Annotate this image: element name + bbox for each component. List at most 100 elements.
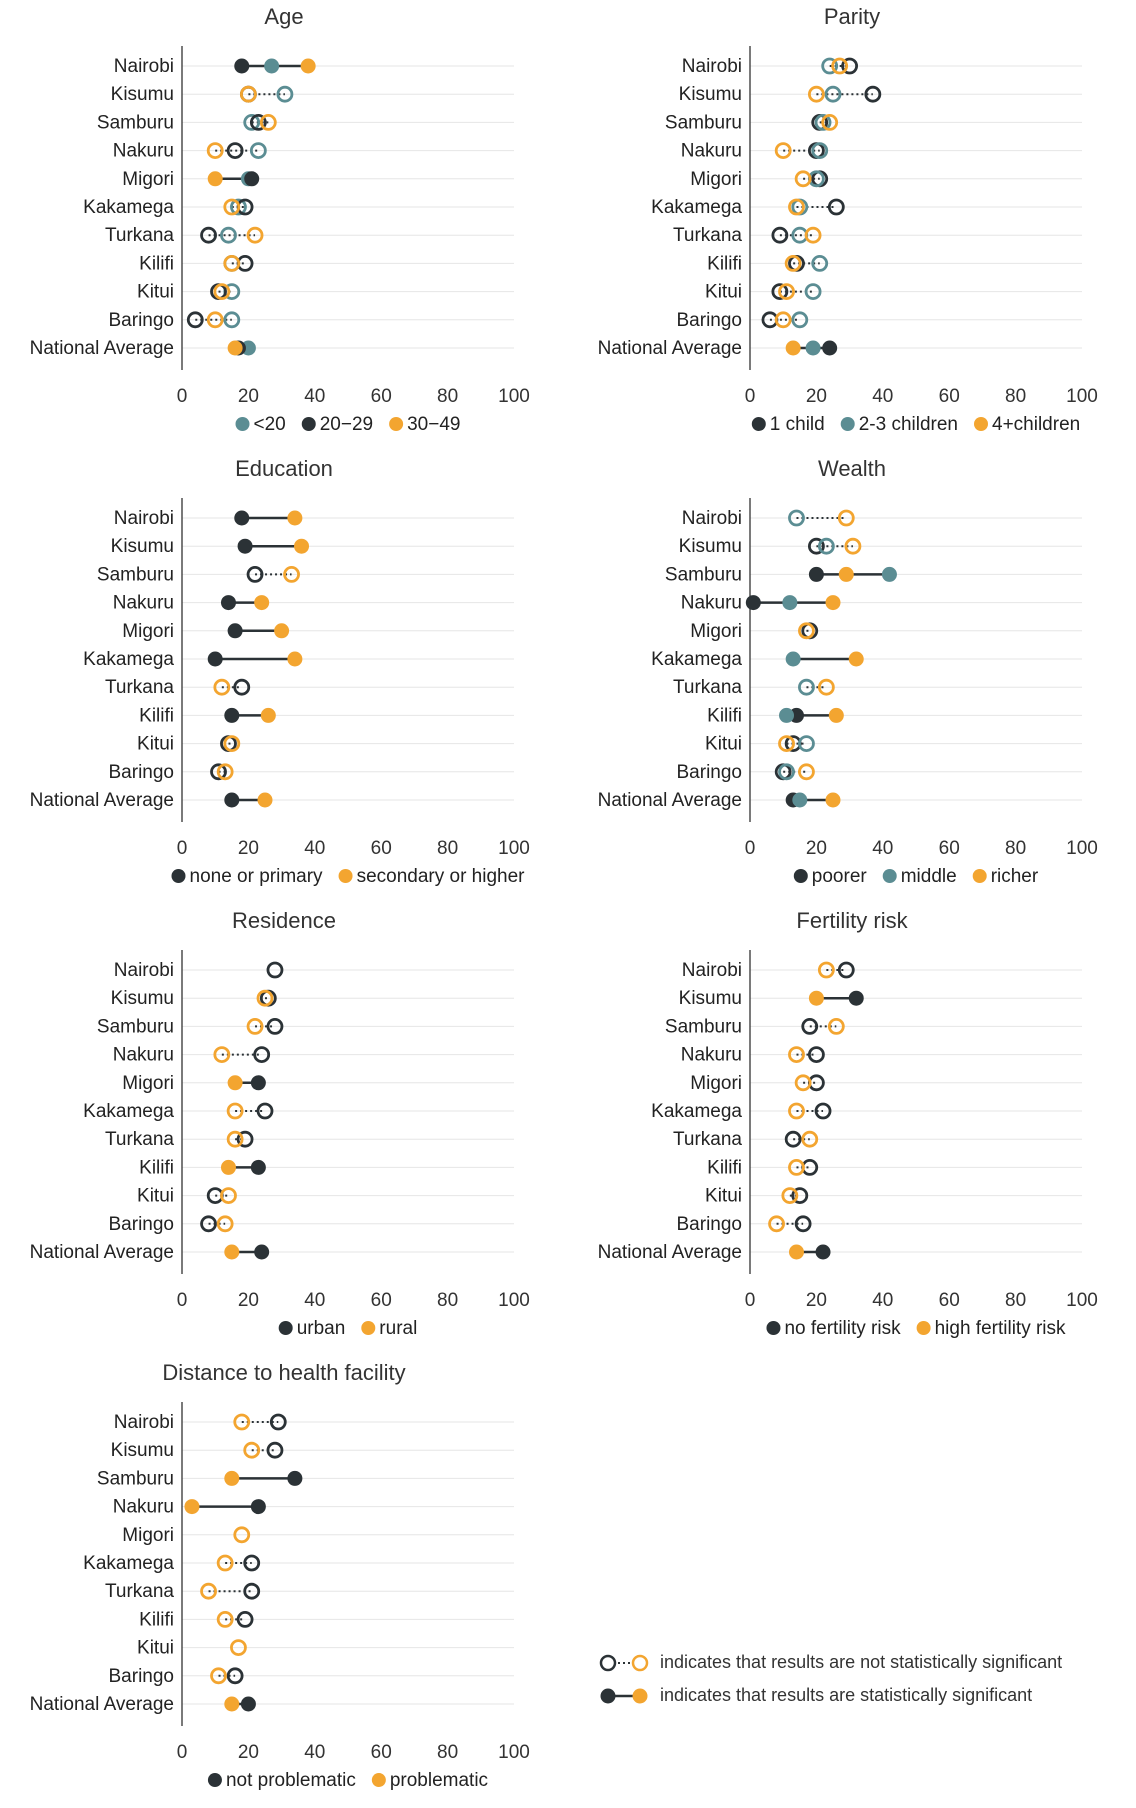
data-point xyxy=(785,340,801,356)
x-tick-label: 80 xyxy=(437,1742,458,1763)
data-point xyxy=(837,961,855,979)
chart-title: Education xyxy=(235,456,333,481)
data-point xyxy=(811,254,829,272)
category-label: Kilifi xyxy=(139,253,174,274)
category-label: Kilifi xyxy=(139,1157,174,1178)
data-point xyxy=(814,114,832,131)
legend-swatch xyxy=(278,1321,293,1335)
data-point xyxy=(779,707,795,723)
legend-swatch xyxy=(361,1321,376,1335)
significance-legend: indicates that results are not statistic… xyxy=(598,1646,1128,1712)
data-point xyxy=(794,1215,812,1233)
data-point xyxy=(249,114,267,131)
category-label: Kitui xyxy=(705,1186,742,1207)
data-point xyxy=(224,1244,240,1260)
x-tick-label: 100 xyxy=(498,1742,530,1763)
category-label: Kilifi xyxy=(139,705,174,726)
data-point xyxy=(213,283,231,301)
category-label: Migori xyxy=(122,169,174,190)
category-label: Kitui xyxy=(137,1638,174,1659)
data-point xyxy=(822,340,838,356)
data-point xyxy=(239,85,257,103)
data-point xyxy=(798,735,815,753)
x-tick-label: 0 xyxy=(177,1742,188,1763)
x-tick-label: 20 xyxy=(238,1742,259,1763)
x-tick-label: 20 xyxy=(238,1290,259,1311)
data-point xyxy=(240,1696,256,1712)
category-label: Samburu xyxy=(665,112,742,133)
legend: 1 child 2-3 children 4+children xyxy=(751,414,1080,435)
fertility-risk-plot: 0 20 40 60 80 100 Nairobi Kisumu Samburu Nakuru Mi… xyxy=(598,950,1098,1339)
data-point xyxy=(227,340,243,356)
data-point xyxy=(269,1413,287,1431)
data-point xyxy=(274,623,290,639)
category-label: Turkana xyxy=(673,1129,742,1150)
residence-chart: Residence 0 20 40 60 80 100 Nairobi Kisumu Sambu… xyxy=(0,904,568,1356)
data-point xyxy=(791,311,809,329)
x-tick-label: 40 xyxy=(872,1290,893,1311)
data-point xyxy=(220,1159,236,1175)
x-tick-label: 0 xyxy=(745,838,756,859)
data-point xyxy=(266,1018,284,1035)
category-label: Kilifi xyxy=(139,1609,174,1630)
category-label: Kilifi xyxy=(707,253,742,274)
data-point xyxy=(253,1046,271,1064)
data-point xyxy=(817,961,835,979)
data-point xyxy=(825,792,841,808)
x-tick-label: 40 xyxy=(304,1290,325,1311)
data-point xyxy=(224,1470,240,1486)
data-point xyxy=(788,1244,804,1260)
category-label: Nairobi xyxy=(114,960,174,981)
category-label: Baringo xyxy=(109,1666,175,1687)
x-tick-label: 100 xyxy=(498,838,530,859)
category-label: Nairobi xyxy=(682,56,742,77)
x-tick-label: 60 xyxy=(939,1290,960,1311)
data-point xyxy=(881,566,897,582)
data-point xyxy=(256,989,274,1007)
legend-row-not-significant: indicates that results are not statistic… xyxy=(598,1646,1128,1679)
category-label: Turkana xyxy=(673,677,742,698)
data-point xyxy=(216,1554,234,1572)
data-point xyxy=(256,1102,274,1120)
data-point xyxy=(250,1075,266,1091)
x-tick-label: 20 xyxy=(238,838,259,859)
data-point xyxy=(184,1499,200,1515)
data-point xyxy=(287,510,303,526)
data-point xyxy=(827,198,845,216)
data-point xyxy=(257,792,273,808)
data-point xyxy=(805,340,821,356)
data-point xyxy=(784,254,802,272)
category-label: National Average xyxy=(598,1242,742,1263)
legend-label: urban xyxy=(297,1318,346,1339)
data-point xyxy=(788,1102,805,1120)
data-point xyxy=(827,1018,845,1035)
data-point xyxy=(768,1215,785,1233)
category-label: Nairobi xyxy=(114,508,174,529)
category-label: Kakamega xyxy=(651,197,742,218)
data-point xyxy=(230,1639,247,1657)
category-label: Turkana xyxy=(673,225,742,246)
category-label: Kisumu xyxy=(111,1440,174,1461)
category-label: Baringo xyxy=(677,1214,743,1235)
category-label: National Average xyxy=(598,790,742,811)
legend-swatch xyxy=(974,417,988,431)
category-label: Kakamega xyxy=(83,1101,174,1122)
category-label: Kitui xyxy=(137,1186,174,1207)
data-point xyxy=(226,1667,244,1685)
data-point xyxy=(216,1610,234,1628)
x-tick-label: 80 xyxy=(1005,386,1026,407)
data-point xyxy=(798,678,815,696)
legend-label: 4+children xyxy=(992,414,1080,435)
data-point xyxy=(778,283,795,301)
x-tick-label: 80 xyxy=(1005,838,1026,859)
data-point xyxy=(788,1158,805,1176)
data-point xyxy=(266,1441,284,1459)
data-point xyxy=(213,1046,231,1064)
x-tick-label: 60 xyxy=(371,1742,392,1763)
data-point xyxy=(254,1244,270,1260)
legend-swatch xyxy=(972,869,987,883)
data-point xyxy=(825,595,841,611)
data-point xyxy=(223,254,241,272)
data-point xyxy=(788,509,805,527)
data-point xyxy=(200,1215,217,1233)
